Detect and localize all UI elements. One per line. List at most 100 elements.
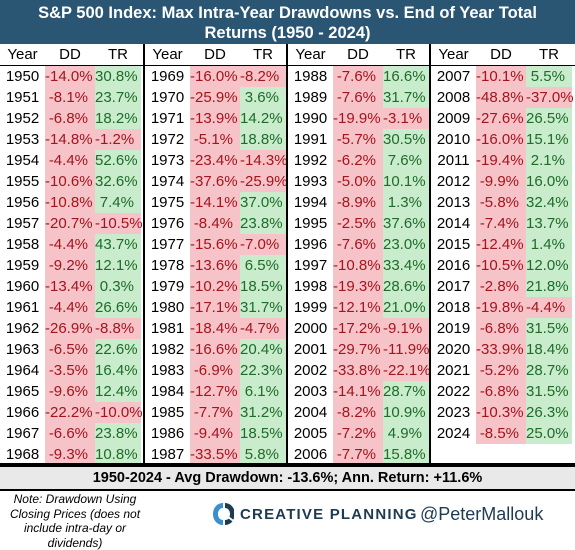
total-return-cell: 7.6%: [383, 150, 429, 171]
total-return-cell: -8.2%: [240, 66, 286, 87]
year-cell: 2007: [436, 68, 471, 85]
total-return-cell: -14.3%: [240, 150, 288, 171]
drawdown-cell: -19.3%: [333, 276, 383, 297]
drawdown-cell: -14.0%: [45, 66, 95, 87]
year-cell: 1995: [293, 215, 328, 232]
year-cell: 1979: [150, 278, 185, 295]
methodology-note: Note: Drawdown Using Closing Prices (doe…: [9, 492, 141, 550]
drawdown-cell: -8.5%: [476, 423, 526, 444]
year-cell: 1954: [5, 152, 40, 169]
total-return-cell: 0.3%: [95, 276, 141, 297]
drawdown-cell: -29.7%: [333, 339, 383, 360]
total-return-cell: 18.4%: [526, 339, 572, 360]
table-row: 1981 -18.4% -4.7%: [145, 318, 286, 339]
year-cell: 1955: [5, 173, 40, 190]
year-cell: 1975: [150, 194, 185, 211]
year-cell: 1982: [150, 341, 185, 358]
total-return-cell: 26.6%: [95, 297, 141, 318]
total-return-cell: 16.4%: [95, 360, 141, 381]
year-cell: 1978: [150, 257, 185, 274]
year-cell: 1989: [293, 89, 328, 106]
total-return-cell: 25.0%: [526, 423, 572, 444]
tr-header: TR: [108, 46, 128, 63]
total-return-cell: 15.8%: [383, 444, 429, 465]
table-row: 2015 -12.4% 1.4%: [431, 234, 575, 255]
drawdown-cell: -6.6%: [45, 423, 95, 444]
table-row: 1990 -19.9% -3.1%: [288, 108, 429, 129]
total-return-cell: 13.7%: [526, 213, 572, 234]
tr-header: TR: [396, 46, 416, 63]
drawdown-cell: -9.2%: [45, 255, 95, 276]
year-cell: 2002: [293, 362, 328, 379]
drawdown-cell: -10.5%: [476, 255, 526, 276]
total-return-cell: 33.4%: [383, 255, 429, 276]
table-row: 2024 -8.5% 25.0%: [431, 423, 575, 444]
drawdown-cell: -16.0%: [476, 129, 526, 150]
total-return-cell: -4.7%: [240, 318, 286, 339]
year-cell: 1999: [293, 299, 328, 316]
total-return-cell: -37.0%: [526, 87, 574, 108]
year-cell: 2023: [436, 404, 471, 421]
table-row: 1985 -7.7% 31.2%: [145, 402, 286, 423]
table-row: 1957 -20.7% -10.5%: [0, 213, 143, 234]
year-cell: 1953: [5, 131, 40, 148]
year-cell: 1956: [5, 194, 40, 211]
table-row: 1967 -6.6% 23.8%: [0, 423, 143, 444]
year-cell: 1950: [5, 68, 40, 85]
drawdown-cell: -7.7%: [190, 402, 240, 423]
table-row: 2006 -7.7% 15.8%: [288, 444, 429, 465]
table-row: 1970 -25.9% 3.6%: [145, 87, 286, 108]
drawdown-cell: -19.4%: [476, 150, 526, 171]
dd-header: DD: [204, 46, 226, 63]
total-return-cell: 12.0%: [526, 255, 572, 276]
drawdown-cell: -15.6%: [190, 234, 240, 255]
year-cell: 2022: [436, 383, 471, 400]
table-row: 1986 -9.4% 18.5%: [145, 423, 286, 444]
table-row: 2022 -6.8% 31.5%: [431, 381, 575, 402]
total-return-cell: 10.9%: [383, 402, 429, 423]
drawdown-cell: -20.7%: [45, 213, 95, 234]
year-cell: 1992: [293, 152, 328, 169]
year-cell: 2000: [293, 320, 328, 337]
table-row: 1971 -13.9% 14.2%: [145, 108, 286, 129]
table-row: 1961 -4.4% 26.6%: [0, 297, 143, 318]
total-return-cell: -22.1%: [383, 360, 431, 381]
total-return-cell: 20.4%: [240, 339, 286, 360]
drawdown-cell: -8.2%: [333, 402, 383, 423]
drawdown-cell: -27.6%: [476, 108, 526, 129]
total-return-cell: 18.5%: [240, 276, 286, 297]
tr-header: TR: [253, 46, 273, 63]
drawdown-cell: -37.6%: [190, 171, 240, 192]
year-cell: 2021: [436, 362, 471, 379]
total-return-cell: -10.5%: [95, 213, 143, 234]
year-cell: 2017: [436, 278, 471, 295]
drawdown-cell: -22.2%: [45, 402, 95, 423]
year-cell: 1985: [150, 404, 185, 421]
table-column-3: Year DD TR 1988 -7.6% 16.6% 1989 -7.6% 31.7% 1990…: [286, 44, 431, 465]
table-row: 2014 -7.4% 13.7%: [431, 213, 575, 234]
year-cell: 1966: [5, 404, 40, 421]
total-return-cell: 28.6%: [383, 276, 429, 297]
year-cell: 1957: [5, 215, 40, 232]
year-cell: 1984: [150, 383, 185, 400]
year-cell: 1965: [5, 383, 40, 400]
drawdown-cell: -17.1%: [190, 297, 240, 318]
drawdown-cell: -4.4%: [45, 234, 95, 255]
table-row: 2002 -33.8% -22.1%: [288, 360, 431, 381]
table-row: 1995 -2.5% 37.6%: [288, 213, 429, 234]
drawdown-cell: -2.5%: [333, 213, 383, 234]
table-row: 1987 -33.5% 5.8%: [145, 444, 286, 465]
year-cell: 2003: [293, 383, 328, 400]
table-row: 2008 -48.8% -37.0%: [431, 87, 575, 108]
drawdown-cell: -19.9%: [333, 108, 383, 129]
year-cell: 1996: [293, 236, 328, 253]
brand-name: CREATIVE PLANNING: [240, 505, 418, 523]
year-cell: 1971: [150, 110, 185, 127]
table-row: 2003 -14.1% 28.7%: [288, 381, 429, 402]
table-row: 1988 -7.6% 16.6%: [288, 66, 429, 87]
drawdown-cell: -12.7%: [190, 381, 240, 402]
drawdown-cell: -33.9%: [476, 339, 526, 360]
table-row: 1977 -15.6% -7.0%: [145, 234, 286, 255]
drawdown-cell: -19.8%: [476, 297, 526, 318]
table-row: 2010 -16.0% 15.1%: [431, 129, 575, 150]
